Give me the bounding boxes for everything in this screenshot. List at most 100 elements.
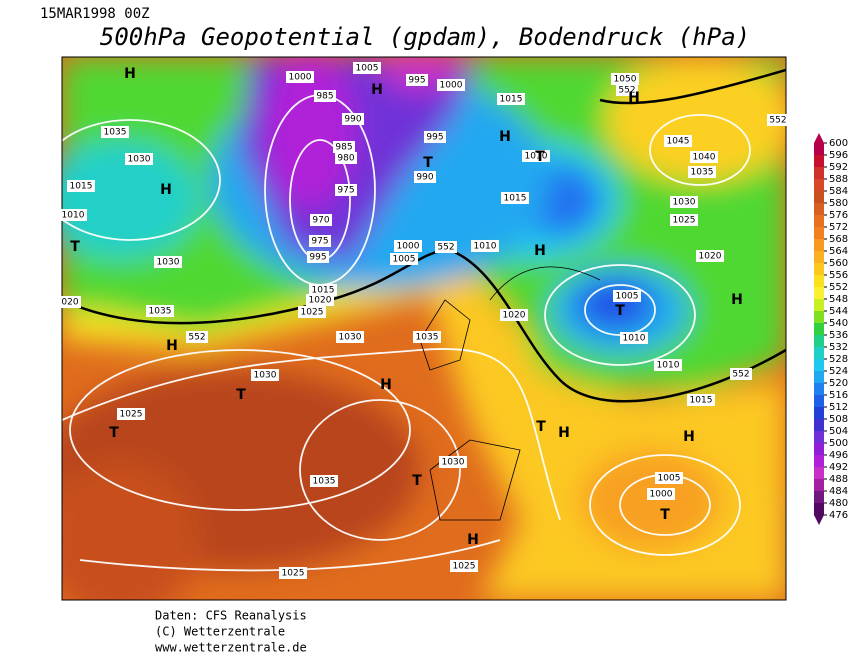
label-box <box>497 93 525 105</box>
isobar-label: 1045 <box>667 137 690 147</box>
colorbar-label: 568 <box>829 234 848 245</box>
pressure-center: T <box>615 303 625 319</box>
label-box <box>413 331 441 343</box>
colorbar-label: 488 <box>829 474 848 485</box>
colorbar-label: 500 <box>829 438 848 449</box>
pressure-center: H <box>160 182 172 198</box>
colorbar-label: 580 <box>829 198 848 209</box>
date: 15MAR1998 00Z <box>40 6 150 22</box>
colorbar-label: 572 <box>829 222 848 233</box>
isobar-label: 1030 <box>157 258 180 268</box>
label-box <box>342 113 364 125</box>
isobar-label: 1025 <box>453 562 476 572</box>
label-box <box>406 74 428 86</box>
isobar-label: 1010 <box>623 334 646 344</box>
map-frame <box>61 56 787 601</box>
isobar-label: 1005 <box>393 255 416 265</box>
label-box <box>611 73 639 85</box>
label-box <box>309 235 331 247</box>
isobar-label: 1015 <box>500 95 523 105</box>
isobar-label: 1025 <box>301 308 324 318</box>
isobar-label: 552 <box>618 86 635 96</box>
colorbar-swatch <box>814 251 824 264</box>
pressure-center: T <box>536 419 546 435</box>
colorbar-swatch <box>814 215 824 228</box>
label-box <box>390 253 418 265</box>
isobar-label: 990 <box>344 115 361 125</box>
pressure-center: H <box>467 532 479 548</box>
label-box <box>353 62 381 74</box>
label-box <box>251 369 279 381</box>
label-box <box>336 331 364 343</box>
pressure-center: H <box>534 243 546 259</box>
colorbar-label: 524 <box>829 366 848 377</box>
colorbar-swatch <box>814 359 824 372</box>
isobar-label: 1030 <box>339 333 362 343</box>
isobar-label: 1035 <box>691 168 714 178</box>
colorbar-swatch <box>814 191 824 204</box>
colorbar-swatch <box>814 323 824 336</box>
pressure-center: T <box>109 425 119 441</box>
isobar-label: 1015 <box>690 396 713 406</box>
colorbar-label: 512 <box>829 402 848 413</box>
pressure-center: T <box>535 149 545 165</box>
label-box <box>335 184 357 196</box>
map <box>62 57 786 600</box>
pressure-center: T <box>236 387 246 403</box>
label-box <box>435 241 457 253</box>
colorbar-label: 476 <box>829 510 848 521</box>
isobar-label: 1030 <box>442 458 465 468</box>
isobar-label: 1025 <box>673 216 696 226</box>
isobar-label: 1015 <box>312 286 335 296</box>
isobar-label: 995 <box>408 76 425 86</box>
label-box <box>501 192 529 204</box>
colorbar-swatch <box>814 455 824 468</box>
label-box <box>394 240 422 252</box>
isobar-label: 1035 <box>416 333 439 343</box>
isobar-label: 1010 <box>657 361 680 371</box>
colorbar-label: 508 <box>829 414 848 425</box>
colorbar-swatch <box>814 347 824 360</box>
isobar-label: 980 <box>337 154 354 164</box>
isobar-label: 1020 <box>699 252 722 262</box>
label-box <box>310 475 338 487</box>
isobar-label: 1035 <box>313 477 336 487</box>
label-box <box>616 84 638 96</box>
colorbar-label: 592 <box>829 162 848 173</box>
colorbar-label: 588 <box>829 174 848 185</box>
footer-copyright: (C) Wetterzentrale <box>155 625 285 639</box>
isobar-label: 020 <box>61 298 78 308</box>
footer-source: Daten: CFS Reanalysis <box>155 609 307 623</box>
isobar-label: 1005 <box>658 474 681 484</box>
colorbar-swatch <box>814 503 824 516</box>
colorbar-swatch <box>814 443 824 456</box>
label-box <box>670 196 698 208</box>
colorbar-label: 548 <box>829 294 848 305</box>
colorbar-swatch <box>814 419 824 432</box>
label-box <box>307 251 329 263</box>
colorbar-cap <box>814 515 824 525</box>
isobar-label: 975 <box>311 237 328 247</box>
isobar-label: 985 <box>316 92 333 102</box>
isobar-label: 995 <box>309 253 326 263</box>
isobar-label: 1000 <box>289 73 312 83</box>
isobar-label: 1005 <box>616 292 639 302</box>
pressure-center: H <box>124 66 136 82</box>
isobar-label: 552 <box>769 116 786 126</box>
label-box <box>335 152 357 164</box>
colorbar-label: 496 <box>829 450 848 461</box>
colorbar-swatch <box>814 227 824 240</box>
isobar-label: 1010 <box>62 211 85 221</box>
isobar-label: 970 <box>312 216 329 226</box>
colorbar-swatch <box>814 203 824 216</box>
colorbar-swatch <box>814 395 824 408</box>
isobar-label: 1035 <box>149 307 172 317</box>
label-box <box>664 135 692 147</box>
isobar-label: 975 <box>337 186 354 196</box>
colorbar-label: 532 <box>829 342 848 353</box>
colorbar-label: 536 <box>829 330 848 341</box>
label-box <box>500 309 528 321</box>
colorbar-label: 584 <box>829 186 848 197</box>
label-box <box>620 332 648 344</box>
colorbar-label: 484 <box>829 486 848 497</box>
